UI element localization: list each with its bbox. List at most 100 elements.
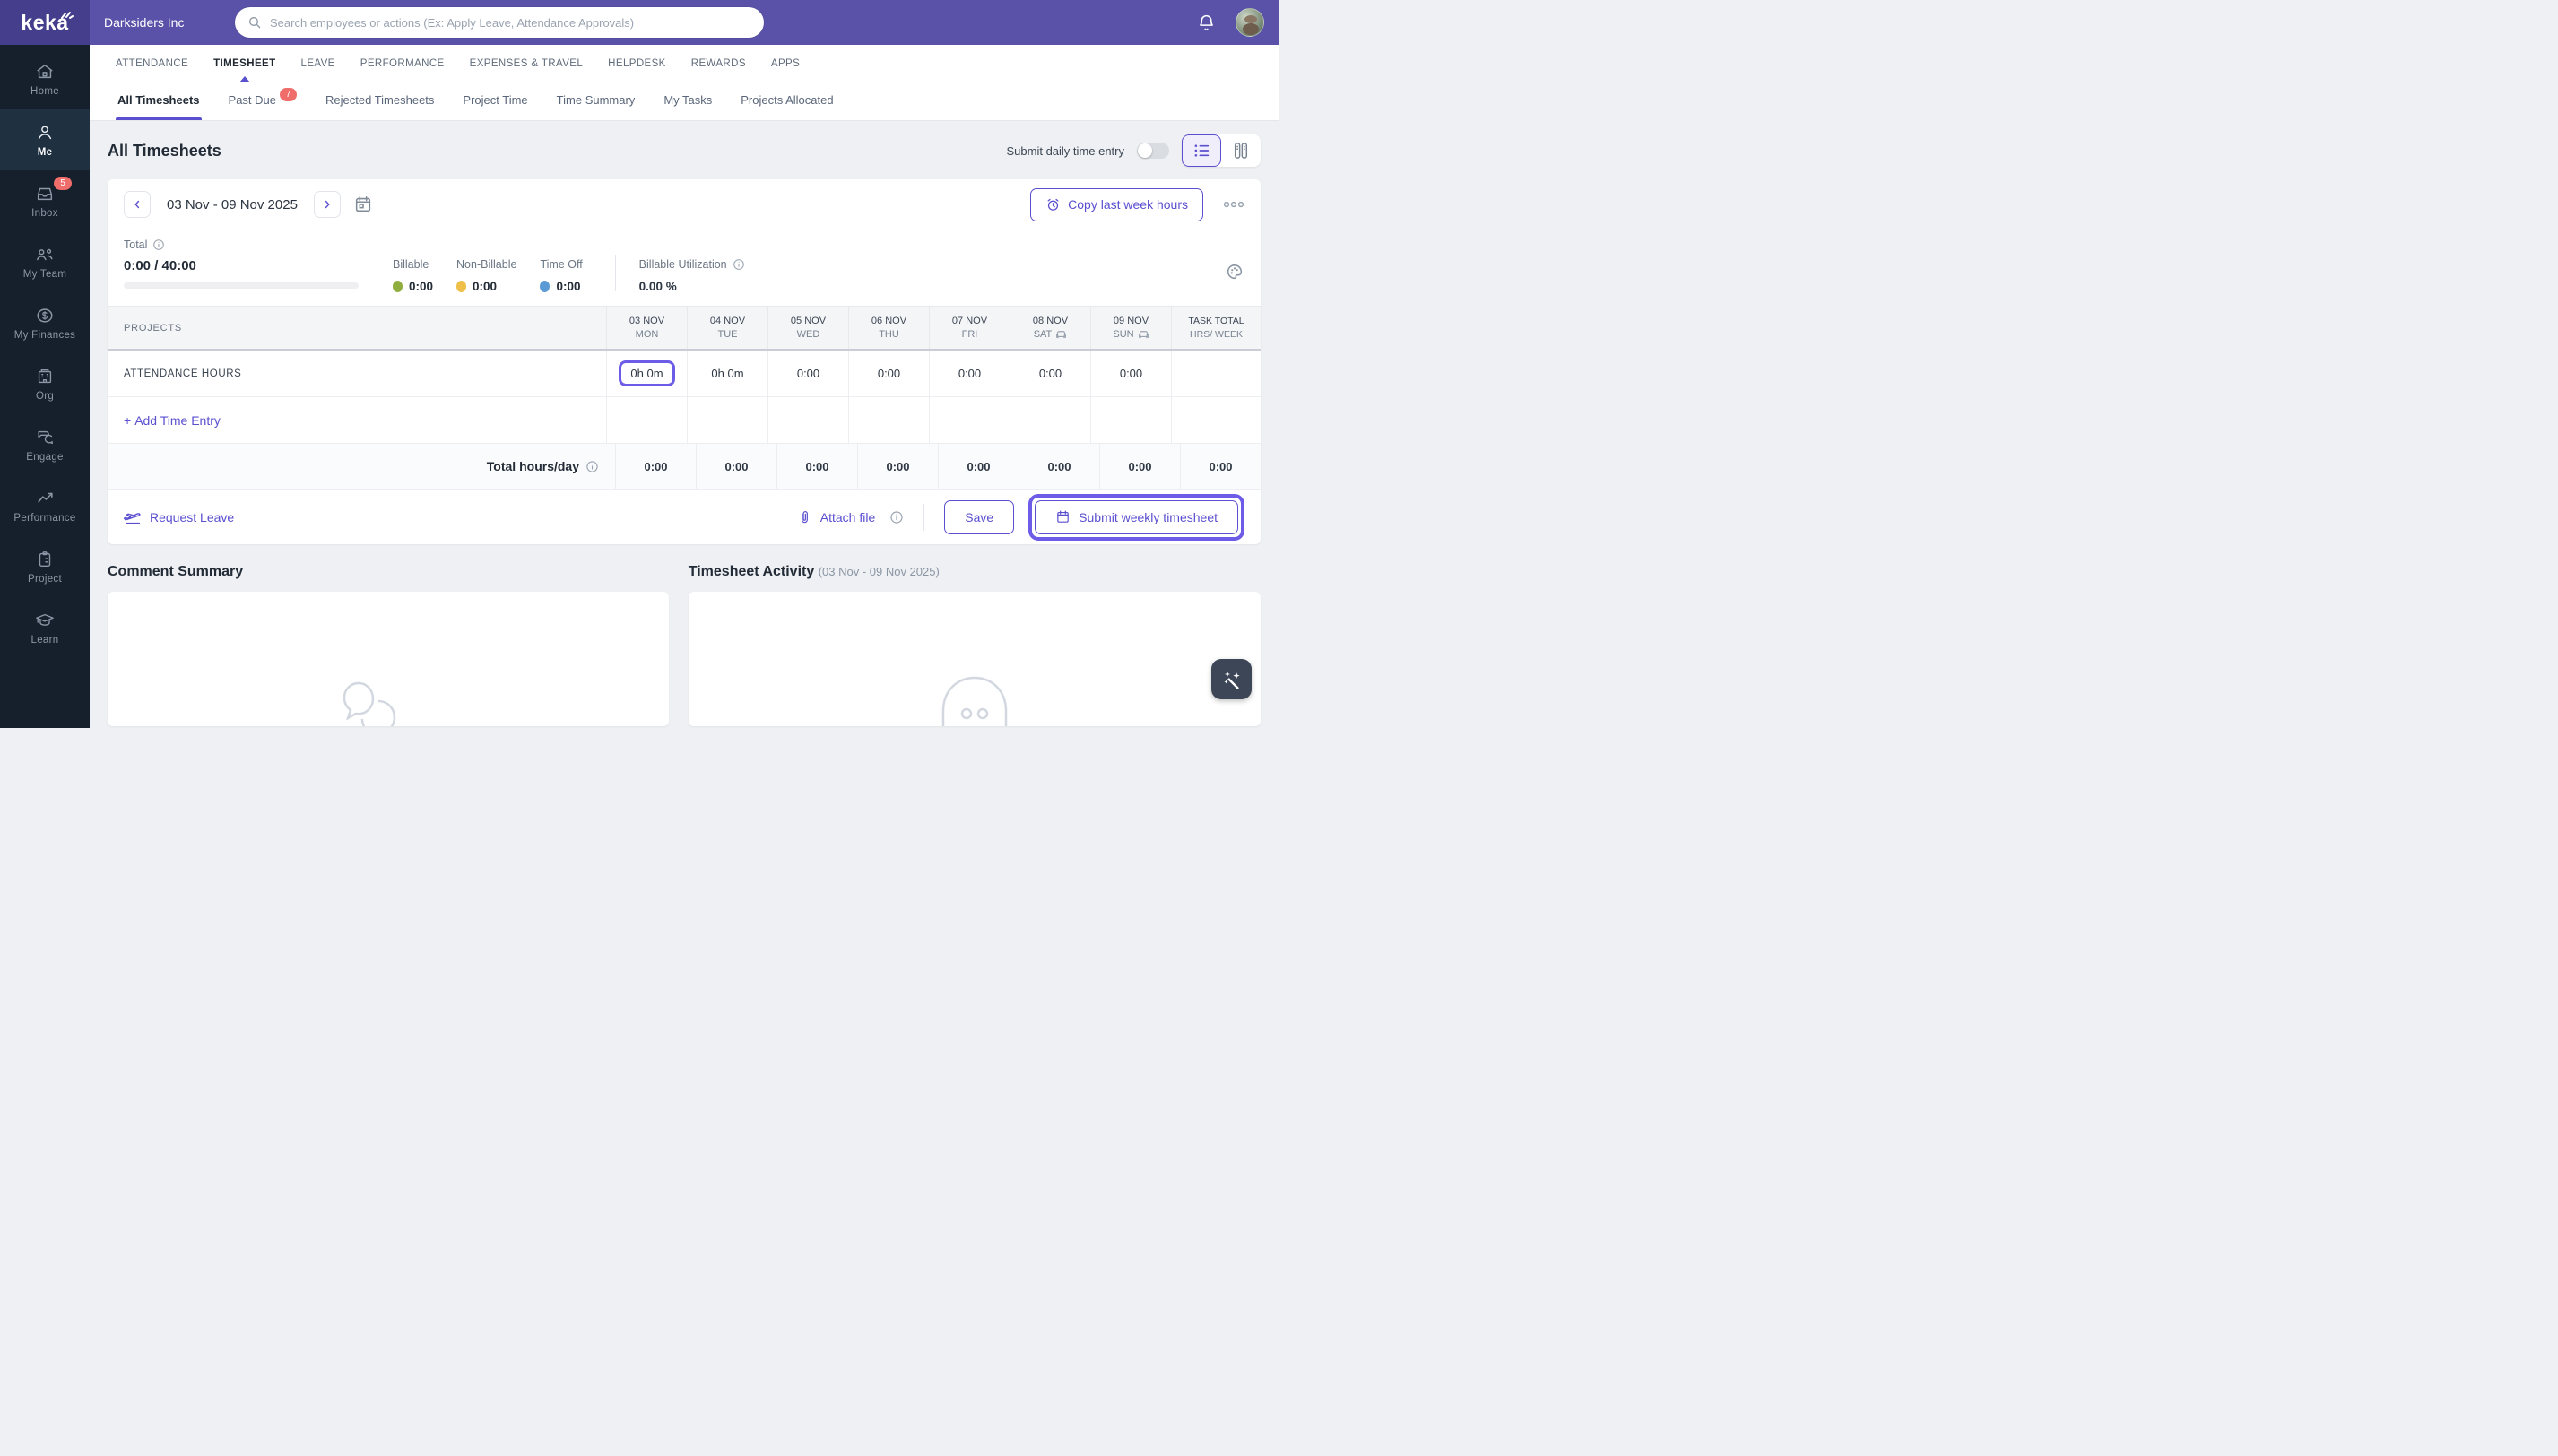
sidebar-item-engage[interactable]: Engage <box>0 414 90 475</box>
attendance-hours-cell[interactable]: 0:00 <box>1010 351 1090 396</box>
sidebar-item-my-finances[interactable]: My Finances <box>0 292 90 353</box>
user-avatar[interactable] <box>1236 8 1264 37</box>
attendance-hours-label: ATTENDANCE HOURS <box>124 368 242 379</box>
total-hours-cell: 0:00 <box>776 444 857 489</box>
sub-nav-tab[interactable]: Project Time <box>463 93 528 107</box>
calendar-submit-icon <box>1057 510 1069 523</box>
non-billable-label: Non-Billable <box>456 258 517 271</box>
sidebar-item-me[interactable]: Me <box>0 109 90 170</box>
sidebar-item-performance[interactable]: Performance <box>0 475 90 536</box>
total-progress-bar <box>124 282 359 289</box>
empty-entry-cell[interactable] <box>848 397 929 443</box>
summary-row: Total 0:00 / 40:00 Billable 0:00 Non-Bil… <box>108 230 1261 306</box>
submit-weekly-timesheet-button[interactable]: Submit weekly timesheet <box>1035 499 1238 534</box>
attach-file-button[interactable]: Attach file <box>797 509 875 525</box>
past-due-badge: 7 <box>280 88 298 101</box>
calendar-picker-button[interactable] <box>353 195 373 214</box>
attendance-hours-cell[interactable]: 0h 0m <box>687 351 767 396</box>
board-view-button[interactable] <box>1221 134 1261 167</box>
company-name: Darksiders Inc <box>104 15 185 30</box>
total-hours-cell: 0:00 <box>696 444 776 489</box>
main-nav-tab[interactable]: EXPENSES & TRAVEL <box>469 58 584 69</box>
graduation-cap-icon <box>34 611 56 630</box>
attendance-hours-cell[interactable]: 0h 0m <box>606 351 687 396</box>
sub-nav-tab[interactable]: My Tasks <box>663 93 713 107</box>
main-nav-tab[interactable]: ATTENDANCE <box>116 58 189 69</box>
list-view-button[interactable] <box>1182 134 1221 167</box>
day-column-header: TASK TOTAL HRS/ WEEK <box>1171 307 1261 349</box>
main-nav-tab[interactable]: TIMESHEET <box>201 45 288 82</box>
sub-nav-tab[interactable]: All Timesheets <box>103 82 214 120</box>
content-area: All Timesheets Submit daily time entry <box>90 122 1279 728</box>
total-hours-info-icon[interactable] <box>585 460 599 473</box>
sub-nav-tab[interactable]: Time Summary <box>556 93 636 107</box>
sub-nav-tab[interactable]: Projects Allocated <box>741 93 834 107</box>
main-nav-tab[interactable]: PERFORMANCE <box>360 58 445 69</box>
add-time-entry-row: + Add Time Entry <box>108 397 1261 444</box>
sidebar-item-home[interactable]: Home <box>0 48 90 109</box>
sidebar-item-org[interactable]: Org <box>0 353 90 414</box>
palette-icon[interactable] <box>1225 262 1244 282</box>
add-time-entry-button[interactable]: + Add Time Entry <box>124 412 221 428</box>
empty-entry-cell[interactable] <box>606 397 687 443</box>
search-input[interactable] <box>270 15 751 30</box>
sidebar-item-project[interactable]: Project <box>0 536 90 597</box>
attendance-hours-cell[interactable]: 0:00 <box>848 351 929 396</box>
next-week-button[interactable] <box>313 191 341 218</box>
keka-logo[interactable]: keka <box>0 0 90 45</box>
ghost-illustration <box>934 671 1015 726</box>
sidebar-item-my-team[interactable]: My Team <box>0 231 90 292</box>
billable-dot-icon <box>393 281 403 292</box>
actions-bar: Request Leave Attach file Save Submit we… <box>108 489 1261 544</box>
attendance-hours-cell[interactable]: 0:00 <box>929 351 1010 396</box>
attendance-hours-cell[interactable]: 0:00 <box>1090 351 1171 396</box>
total-hours-value: 0:00 / 40:00 <box>124 258 196 273</box>
projects-column-header: PROJECTS <box>124 322 183 334</box>
request-leave-button[interactable]: Request Leave <box>124 509 234 525</box>
comment-summary-title: Comment Summary <box>108 564 244 579</box>
attendance-hours-row: ATTENDANCE HOURS 0h 0m 0h 0m 0:00 <box>108 351 1261 397</box>
inbox-badge: 5 <box>54 177 72 190</box>
empty-entry-cell[interactable] <box>1090 397 1171 443</box>
magic-wand-icon <box>1224 671 1240 689</box>
sub-nav-tab[interactable]: Rejected Timesheets <box>325 93 435 107</box>
sidebar-item-inbox[interactable]: 5 Inbox <box>0 170 90 231</box>
global-search[interactable] <box>235 7 764 38</box>
top-bar: keka Darksiders Inc <box>0 0 1279 45</box>
utilization-info-icon[interactable] <box>733 258 745 271</box>
sub-nav-tab[interactable]: Past Due 7 <box>214 82 311 120</box>
attach-file-info-icon[interactable] <box>889 510 904 524</box>
empty-entry-cell[interactable] <box>767 397 848 443</box>
timesheet-header-row: PROJECTS 03 NOV MON 04 NOV TUE <box>108 306 1261 351</box>
timesheet-activity-card <box>688 592 1261 726</box>
day-column-header: 04 NOV TUE <box>687 307 767 349</box>
empty-entry-cell[interactable] <box>929 397 1010 443</box>
save-button[interactable]: Save <box>944 499 1015 534</box>
daily-entry-toggle-label: Submit daily time entry <box>1006 143 1125 158</box>
previous-week-button[interactable] <box>124 191 151 218</box>
search-icon <box>249 17 261 29</box>
notifications-bell-icon[interactable] <box>1197 13 1216 32</box>
building-icon <box>35 367 55 386</box>
empty-entry-cell[interactable] <box>1010 397 1090 443</box>
main-nav-tab[interactable]: APPS <box>770 58 801 69</box>
attendance-hours-cell[interactable]: 0:00 <box>767 351 848 396</box>
attendance-hours-cell[interactable] <box>1171 351 1261 396</box>
total-hours-cell: 0:00 <box>1019 444 1099 489</box>
copy-last-week-button[interactable]: Copy last week hours <box>1030 187 1203 221</box>
empty-entry-cell[interactable] <box>687 397 767 443</box>
weekend-icon <box>1138 330 1149 339</box>
main-nav-tab[interactable]: LEAVE <box>300 58 335 69</box>
total-hours-cell: 0:00 <box>615 444 696 489</box>
main-nav: ATTENDANCE TIMESHEET LEAVE PERFORMANCE E… <box>90 45 1279 82</box>
daily-entry-toggle[interactable] <box>1137 143 1169 159</box>
main-nav-tab[interactable]: HELPDESK <box>608 58 666 69</box>
total-info-icon[interactable] <box>152 238 165 251</box>
time-off-label: Time Off <box>540 258 583 271</box>
total-hours-row: Total hours/day 0:00 0:00 0:00 0:00 0:00 <box>108 444 1261 489</box>
magic-wand-fab[interactable] <box>1211 659 1252 699</box>
page-title: All Timesheets <box>108 141 221 160</box>
more-options-button[interactable] <box>1223 201 1244 208</box>
sidebar-item-learn[interactable]: Learn <box>0 597 90 658</box>
main-nav-tab[interactable]: REWARDS <box>690 58 746 69</box>
